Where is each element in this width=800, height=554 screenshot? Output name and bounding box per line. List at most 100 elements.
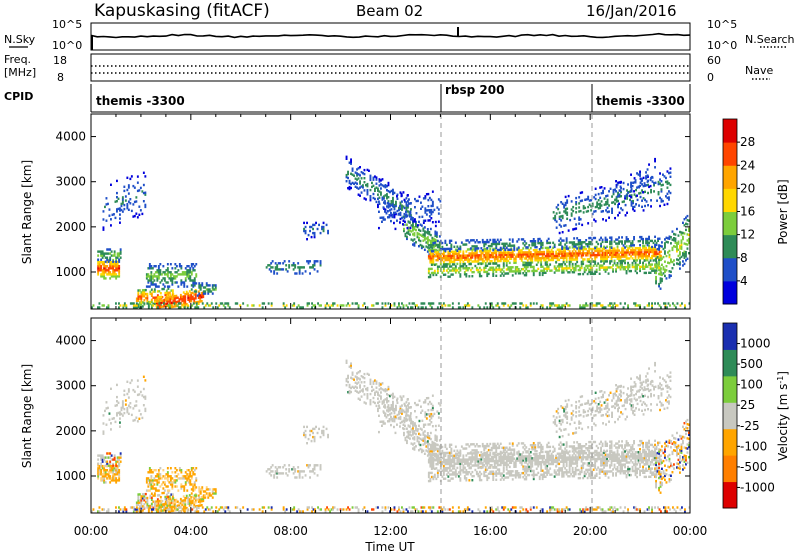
power-cell [137,305,140,308]
power-cell [132,203,135,206]
power-cell [442,269,445,272]
power-cell [613,262,616,265]
power-cell [540,241,543,245]
power-cell [624,259,626,262]
power-cell [252,304,255,307]
power-cell [594,272,597,275]
velocity-cell [444,508,447,511]
power-cell [123,207,126,211]
velocity-cell [140,507,143,510]
power-cell [100,261,103,264]
velocity-cell [183,489,186,492]
power-cell [172,301,175,304]
power-cell [646,265,649,268]
power-cell [101,271,104,274]
power-cell [310,266,313,269]
velocity-cell [173,509,176,512]
power-cell [345,155,348,158]
power-cell [432,255,435,258]
power-cell [586,254,589,257]
velocity-cell [496,508,499,511]
power-cell [466,269,469,272]
power-cell [463,263,466,266]
power-cell [319,260,322,263]
power-cell [103,275,106,278]
power-cell [405,203,408,206]
power-cell [668,190,670,193]
power-cell [688,219,690,222]
power-cell [100,267,103,270]
velocity-cell [106,465,109,468]
power-cell [612,253,614,256]
power-cell [395,202,397,206]
power-cell [535,249,538,252]
power-cell [664,250,666,253]
power-cell [496,255,499,259]
power-cell [108,214,111,217]
velocity-cell [150,469,153,472]
power-cell [649,239,652,243]
power-cell [608,204,610,207]
power-cell [626,197,628,200]
velocity-cell [129,402,132,405]
power-cell [265,266,268,269]
power-cell [453,252,456,255]
power-cell [648,163,650,166]
power-cell [119,213,121,216]
power-cell [648,241,650,245]
power-cell [547,237,550,241]
power-cell [549,258,552,262]
power-cell [540,252,543,256]
power-cell [637,263,640,267]
power-cell [132,304,135,307]
power-cell [138,205,141,208]
power-cell [496,257,499,261]
velocity-cell [567,508,570,511]
velocity-cell [310,429,313,433]
power-cell [507,268,510,271]
power-cell [109,248,112,251]
power-cell [645,259,647,262]
velocity-cell [147,504,150,508]
velocity-cell [319,468,322,471]
power-cell [528,263,531,267]
power-cell [456,262,459,266]
power-cell [486,264,489,267]
power-cell [466,258,469,261]
power-cell [401,200,403,203]
power-cell [354,302,357,305]
power-cell [523,240,526,243]
power-cell [486,251,489,255]
power-cell [115,273,118,276]
power-cell [184,301,187,304]
power-cell [448,304,451,307]
power-cell [547,254,550,258]
power-cell [645,263,647,266]
power-cell [169,299,172,303]
velocity-cell [132,407,135,410]
power-cell [502,242,505,245]
power-cell [655,277,657,281]
power-cell [610,257,613,261]
velocity-cell [183,475,186,478]
power-cell [215,302,218,305]
power-cell [601,259,604,263]
velocity-cell [306,425,308,429]
power-cell [609,187,612,190]
power-cell [284,306,287,309]
power-cell [116,208,118,211]
power-cell [115,267,118,270]
power-cell [565,239,568,242]
power-cell [313,260,316,263]
power-cell [360,191,363,194]
velocity-cell [130,379,133,382]
velocity-cell [399,510,402,513]
power-cell [389,205,391,208]
power-cell [561,304,564,307]
power-cell [558,217,561,220]
power-cell [594,270,597,273]
power-cell [159,304,162,307]
power-cell [120,204,123,208]
velocity-cell [143,495,146,498]
velocity-cell [552,506,555,509]
